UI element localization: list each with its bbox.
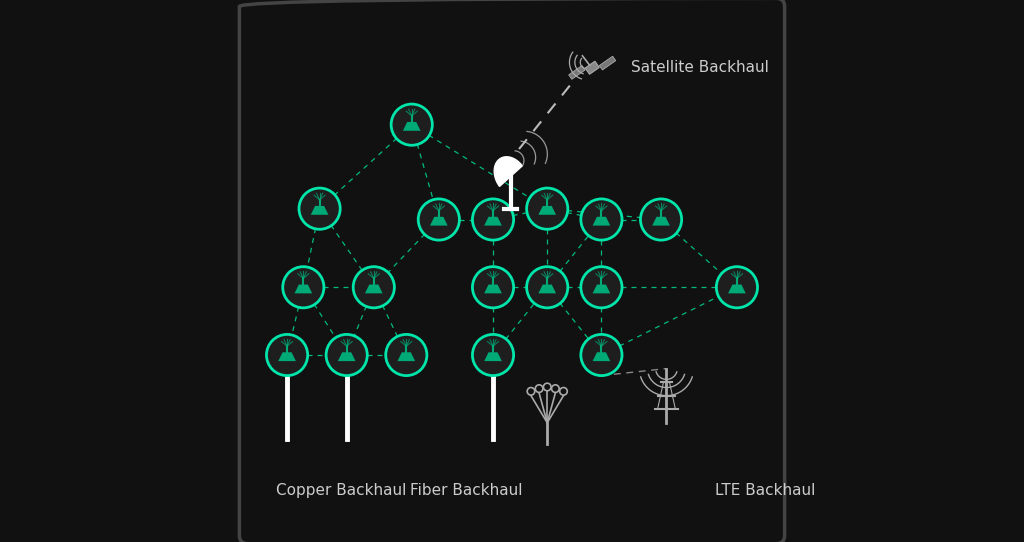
Circle shape — [326, 334, 368, 376]
Circle shape — [472, 334, 514, 376]
Circle shape — [581, 267, 622, 308]
Polygon shape — [279, 352, 296, 361]
Circle shape — [386, 334, 427, 376]
Polygon shape — [397, 352, 415, 361]
Text: Copper Backhaul: Copper Backhaul — [276, 483, 407, 498]
Circle shape — [472, 267, 514, 308]
Polygon shape — [365, 285, 383, 293]
Circle shape — [299, 188, 340, 229]
Polygon shape — [593, 285, 610, 293]
Circle shape — [472, 199, 514, 240]
Polygon shape — [338, 352, 355, 361]
Bar — [599, 56, 615, 70]
Polygon shape — [652, 217, 670, 225]
Text: LTE Backhaul: LTE Backhaul — [715, 483, 816, 498]
Circle shape — [581, 199, 622, 240]
Text: Satellite Backhaul: Satellite Backhaul — [631, 60, 769, 75]
Polygon shape — [495, 157, 522, 186]
Bar — [585, 61, 599, 74]
Polygon shape — [484, 285, 502, 293]
Polygon shape — [484, 352, 502, 361]
Text: Fiber Backhaul: Fiber Backhaul — [410, 483, 522, 498]
Polygon shape — [728, 285, 745, 293]
Bar — [568, 66, 585, 79]
Polygon shape — [310, 206, 329, 215]
Circle shape — [640, 199, 682, 240]
Circle shape — [526, 267, 568, 308]
Circle shape — [717, 267, 758, 308]
Circle shape — [526, 188, 568, 229]
Polygon shape — [539, 206, 556, 215]
Polygon shape — [484, 217, 502, 225]
Circle shape — [283, 267, 324, 308]
Circle shape — [581, 334, 622, 376]
Polygon shape — [295, 285, 312, 293]
Polygon shape — [402, 122, 421, 131]
Polygon shape — [539, 285, 556, 293]
Circle shape — [266, 334, 307, 376]
Circle shape — [418, 199, 460, 240]
Polygon shape — [593, 352, 610, 361]
Polygon shape — [593, 217, 610, 225]
Polygon shape — [430, 217, 447, 225]
Circle shape — [391, 104, 432, 145]
Circle shape — [353, 267, 394, 308]
